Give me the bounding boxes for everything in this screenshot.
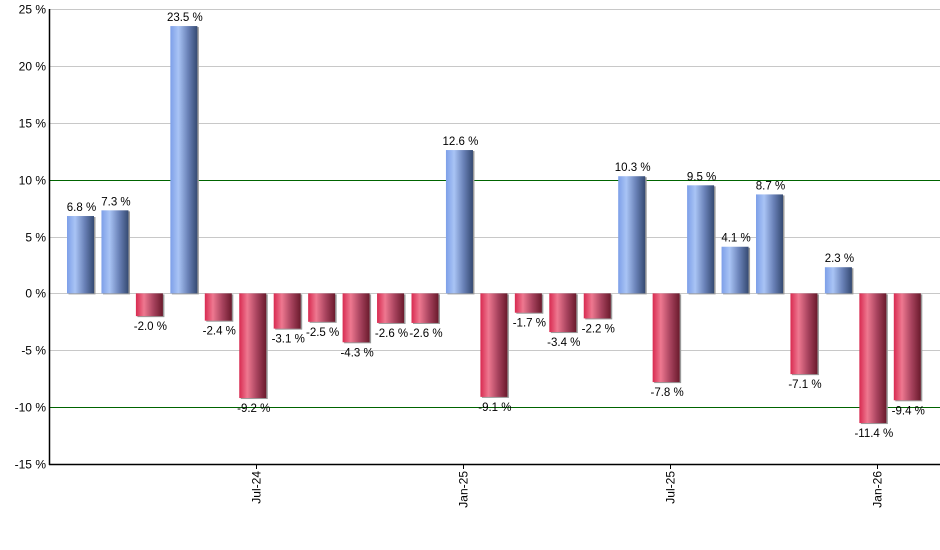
bar-positive bbox=[101, 210, 129, 294]
bar-positive bbox=[824, 267, 852, 294]
bar-negative bbox=[239, 293, 267, 399]
bar-value-label: -7.8 % bbox=[651, 387, 684, 399]
x-tick-label: Jan-26 bbox=[871, 471, 885, 508]
bar-value-label: 4.1 % bbox=[721, 233, 750, 245]
y-tick-label: 25 % bbox=[19, 3, 47, 17]
bar-positive bbox=[721, 246, 749, 294]
bar-positive bbox=[170, 26, 198, 294]
bar-value-label: -2.4 % bbox=[203, 326, 236, 338]
bar-value-label: -2.5 % bbox=[306, 327, 339, 339]
bar-value-label: 2.3 % bbox=[825, 253, 854, 265]
bar-positive bbox=[445, 150, 473, 294]
y-tick-label: 15 % bbox=[19, 117, 47, 131]
axes: 25 % 20 % 15 % 10 % 5 % 0 % -5 % -10 % -15 % Jul-… bbox=[15, 3, 940, 508]
bar-value-label: -7.1 % bbox=[788, 379, 821, 391]
bar-value-label: -2.0 % bbox=[134, 321, 167, 333]
bar-negative bbox=[342, 293, 370, 343]
bar-positive bbox=[618, 176, 646, 294]
y-tick-label: -10 % bbox=[15, 401, 47, 415]
bar-value-label: -11.4 % bbox=[854, 428, 893, 440]
bar-value-label: -9.4 % bbox=[892, 405, 925, 417]
bar-value-label: -2.2 % bbox=[582, 323, 615, 335]
bar-value-label: 10.3 % bbox=[615, 162, 651, 174]
bar-negative bbox=[859, 293, 887, 424]
x-tick-label: Jan-25 bbox=[457, 471, 471, 508]
x-tick-label: Jul-25 bbox=[664, 471, 678, 504]
x-tick-label: Jul-24 bbox=[250, 471, 264, 504]
data-labels: 6.8 % 7.3 % -2.0 % 23.5 % -2.4 % -9.2 % -3.1 %… bbox=[67, 12, 925, 440]
bar-negative bbox=[652, 293, 680, 383]
bar-negative bbox=[549, 293, 577, 333]
bar-value-label: -2.6 % bbox=[409, 328, 442, 340]
bar-value-label: 12.6 % bbox=[443, 136, 479, 148]
bar-value-label: -9.2 % bbox=[237, 403, 270, 415]
bar-value-label: -3.4 % bbox=[547, 337, 580, 349]
bar-value-label: 9.5 % bbox=[687, 171, 716, 183]
bars bbox=[67, 26, 923, 425]
bar-negative bbox=[411, 293, 439, 323]
bar-value-label: -1.7 % bbox=[513, 318, 546, 330]
y-tick-label: -15 % bbox=[15, 458, 47, 472]
y-tick-label: 0 % bbox=[25, 287, 46, 301]
bar-value-label: -3.1 % bbox=[272, 334, 305, 346]
bar-positive bbox=[687, 185, 715, 294]
bar-value-label: -9.1 % bbox=[478, 402, 511, 414]
bar-value-label: 23.5 % bbox=[167, 12, 203, 24]
bar-positive bbox=[67, 216, 94, 294]
bar-negative bbox=[893, 293, 921, 401]
bar-negative bbox=[790, 293, 818, 375]
y-tick-label: 20 % bbox=[19, 60, 47, 74]
bar-negative bbox=[273, 293, 301, 329]
bar-negative bbox=[583, 293, 611, 319]
y-tick-label: 5 % bbox=[25, 231, 46, 245]
y-tick-label: -5 % bbox=[21, 344, 46, 358]
bar-negative bbox=[514, 293, 542, 313]
bar-negative bbox=[204, 293, 232, 321]
bar-value-label: 6.8 % bbox=[67, 202, 96, 214]
bar-value-label: -2.6 % bbox=[375, 328, 408, 340]
bar-value-label: 8.7 % bbox=[756, 180, 785, 192]
bar-negative bbox=[377, 293, 405, 323]
bar-value-label: -4.3 % bbox=[340, 347, 373, 359]
y-tick-label: 10 % bbox=[19, 174, 47, 188]
bar-negative bbox=[308, 293, 336, 322]
bar-negative bbox=[135, 293, 163, 317]
bar-positive bbox=[756, 194, 783, 294]
bar-value-label: 7.3 % bbox=[101, 196, 130, 208]
bar-negative bbox=[480, 293, 508, 397]
